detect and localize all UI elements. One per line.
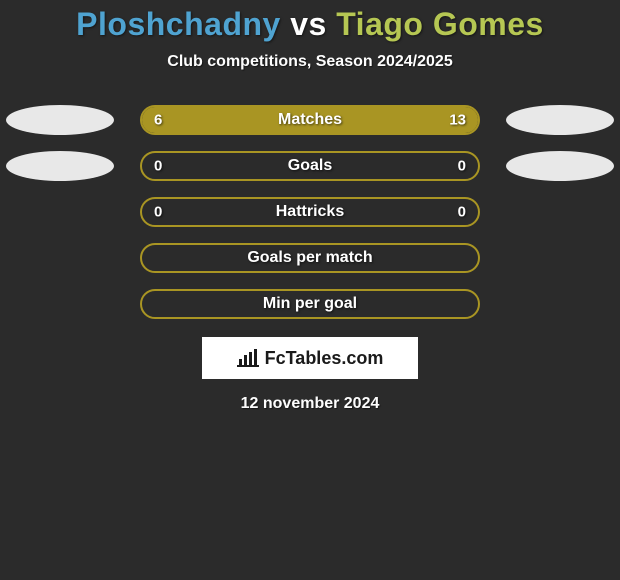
team-logo-right bbox=[506, 151, 614, 181]
stat-label: Min per goal bbox=[142, 295, 478, 313]
bar-chart-icon bbox=[237, 349, 259, 367]
stat-label: Goals per match bbox=[142, 249, 478, 267]
stat-label: Hattricks bbox=[142, 203, 478, 221]
page-title: Ploshchadny vs Tiago Gomes bbox=[0, 6, 620, 43]
player2-name: Tiago Gomes bbox=[336, 6, 544, 42]
branding-badge[interactable]: FcTables.com bbox=[202, 337, 418, 379]
branding-text: FcTables.com bbox=[265, 348, 384, 369]
date-line: 12 november 2024 bbox=[0, 395, 620, 413]
team-logo-right bbox=[506, 105, 614, 135]
stat-value-left: 0 bbox=[154, 204, 162, 221]
stat-bar: Min per goal bbox=[140, 289, 480, 319]
stat-value-left: 0 bbox=[154, 158, 162, 175]
stat-value-right: 0 bbox=[458, 158, 466, 175]
team-logo-left bbox=[6, 105, 114, 135]
stat-row: Goals per match bbox=[0, 235, 620, 281]
subtitle: Club competitions, Season 2024/2025 bbox=[0, 53, 620, 71]
bar-fill-left bbox=[142, 107, 480, 133]
stat-bar: Goals per match bbox=[140, 243, 480, 273]
bars-container: 613Matches00Goals00HattricksGoals per ma… bbox=[0, 97, 620, 327]
stat-row: 0 0Goals bbox=[0, 143, 620, 189]
stat-bar: 613Matches bbox=[140, 105, 480, 135]
stat-label: Goals bbox=[142, 157, 478, 175]
stat-row: 613Matches bbox=[0, 97, 620, 143]
comparison-widget: Ploshchadny vs Tiago Gomes Club competit… bbox=[0, 0, 620, 580]
stat-bar: 0 0Goals bbox=[140, 151, 480, 181]
player1-name: Ploshchadny bbox=[76, 6, 281, 42]
stat-bar: 0 0Hattricks bbox=[140, 197, 480, 227]
vs-word: vs bbox=[290, 6, 327, 42]
stat-row: Min per goal bbox=[0, 281, 620, 327]
stat-row: 0 0Hattricks bbox=[0, 189, 620, 235]
team-logo-left bbox=[6, 151, 114, 181]
stat-value-right: 0 bbox=[458, 204, 466, 221]
